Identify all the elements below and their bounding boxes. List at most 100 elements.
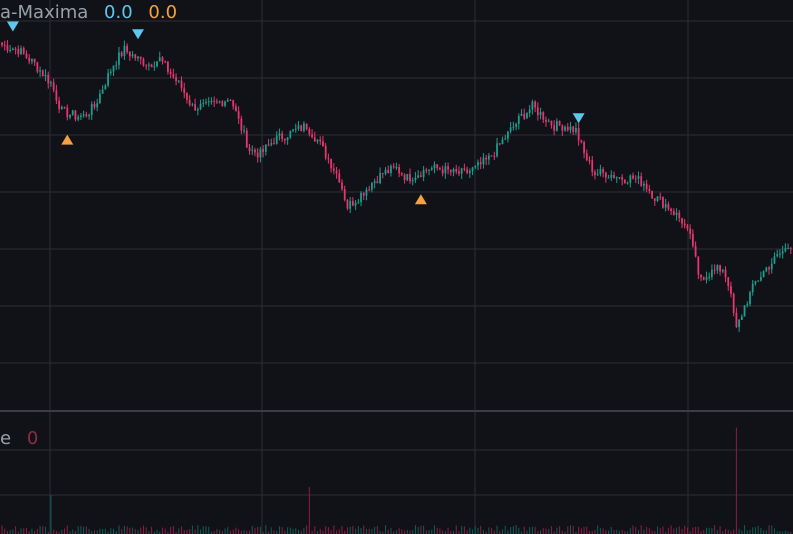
volume-bar — [183, 530, 185, 534]
volume-bar — [53, 529, 55, 534]
volume-bar — [673, 528, 675, 534]
candle-body — [643, 183, 645, 186]
volume-bar — [439, 528, 441, 534]
volume-bar — [425, 530, 427, 534]
volume-bar — [629, 528, 631, 534]
candle-body — [213, 101, 216, 103]
volume-bar — [336, 530, 338, 534]
candle-body — [109, 71, 112, 74]
candle-body — [128, 51, 131, 57]
candle-body — [251, 149, 254, 151]
candle-body — [343, 189, 346, 200]
volume-bar — [317, 530, 319, 534]
candle-body — [77, 117, 80, 120]
volume-bar — [289, 527, 291, 534]
candle-body — [332, 168, 335, 171]
volume-bar — [205, 526, 207, 534]
volume-bar — [121, 529, 123, 534]
candle-body — [308, 129, 311, 135]
volume-bar — [599, 528, 601, 534]
candle-body — [360, 192, 362, 203]
candle-body — [188, 99, 191, 105]
volume-bar — [602, 528, 604, 534]
volume-bar — [784, 530, 786, 534]
volume-bar — [4, 528, 6, 534]
volume-bar — [586, 526, 588, 534]
candle-body — [31, 58, 33, 62]
volume-bar — [344, 530, 346, 534]
volume-bar — [542, 528, 544, 534]
volume-bar — [142, 525, 144, 534]
candle-body — [449, 169, 452, 173]
candle-body — [517, 115, 520, 124]
volume-bar — [529, 527, 531, 534]
volume-bar — [47, 531, 49, 534]
volume-bar — [36, 528, 38, 534]
volume-bar — [482, 530, 484, 534]
candle-body — [430, 168, 433, 170]
volume-bar — [618, 530, 620, 534]
volume-bar — [705, 527, 707, 534]
candle-body — [243, 130, 245, 132]
volume-bar — [580, 528, 582, 534]
candle-body — [675, 212, 678, 216]
volume-bar — [58, 531, 60, 534]
volume-bar — [648, 528, 650, 534]
candle-body — [289, 130, 292, 138]
volume-bar — [110, 528, 112, 534]
volume-bar — [210, 531, 212, 534]
volume-bar — [172, 525, 174, 534]
candle-body — [390, 165, 392, 174]
volume-bar — [268, 531, 270, 534]
candle-body — [240, 118, 243, 131]
volume-bar — [257, 526, 259, 534]
volume-value: 0 — [26, 428, 39, 449]
volume-bar — [270, 527, 272, 534]
volume-bar — [589, 531, 591, 534]
candle-body — [746, 304, 749, 306]
volume-bar — [77, 526, 79, 534]
candle-body — [341, 182, 343, 190]
candle-body — [566, 126, 569, 131]
volume-bar — [741, 530, 743, 534]
candle-body — [139, 56, 142, 59]
volume-bar — [276, 530, 278, 534]
candle-body — [485, 157, 488, 160]
candle-body — [28, 57, 31, 62]
candle-body — [583, 142, 585, 154]
candle-body — [158, 57, 161, 62]
candle-body — [711, 269, 713, 277]
volume-bar — [594, 529, 596, 534]
volume-bar — [66, 525, 68, 534]
candle-body — [789, 248, 792, 250]
volume-bar — [684, 525, 686, 534]
volume-bar — [714, 525, 716, 534]
volume-bar — [229, 530, 231, 534]
volume-bar — [140, 527, 142, 534]
volume-bar — [61, 529, 63, 534]
candle-body — [177, 80, 180, 82]
volume-bar — [480, 525, 482, 534]
candle-body — [406, 174, 409, 181]
volume-bar — [148, 531, 150, 534]
volume-bar — [667, 527, 669, 534]
candle-body — [175, 77, 177, 82]
volume-bar — [85, 526, 87, 534]
volume-bar — [474, 525, 476, 534]
volume-bar — [297, 529, 299, 534]
candle-body — [501, 139, 504, 145]
candle-body — [145, 65, 148, 67]
volume-bar — [352, 526, 354, 534]
candle-body — [14, 48, 17, 50]
candle-body — [118, 52, 120, 65]
volume-bar — [678, 526, 680, 534]
volume-bar — [357, 526, 359, 534]
volume-bar — [754, 526, 756, 534]
candle-body — [286, 137, 289, 141]
candle-body — [6, 45, 9, 51]
volume-bar — [531, 526, 533, 534]
candle-body — [387, 169, 390, 174]
volume-bar — [96, 530, 98, 534]
volume-bar — [365, 528, 367, 534]
